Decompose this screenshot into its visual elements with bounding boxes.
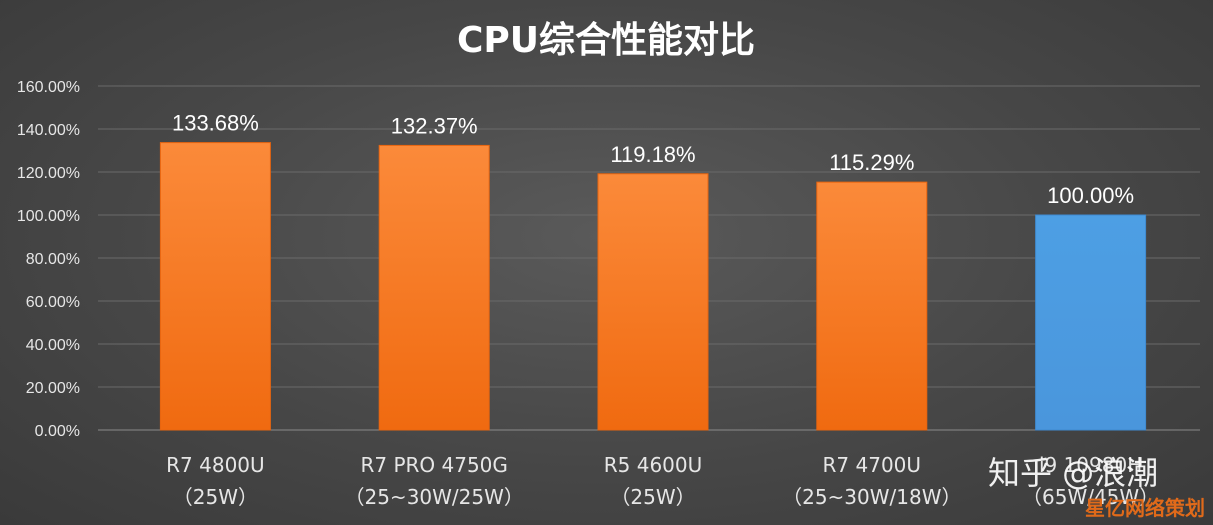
x-axis-categories: R7 4800U （25W） R7 PRO 4750G （25~30W/25W） R5 … bbox=[166, 453, 1159, 509]
data-labels: 133.68% 132.37% 119.18% 115.29% 100.00% bbox=[172, 111, 1134, 208]
category-label: （25W） bbox=[173, 485, 258, 509]
y-tick-label: 60.00% bbox=[26, 294, 80, 311]
category-label: R7 4700U bbox=[823, 453, 922, 477]
y-tick-label: 140.00% bbox=[17, 122, 80, 139]
y-tick-label: 160.00% bbox=[17, 79, 80, 96]
bar bbox=[816, 181, 928, 431]
y-tick-label: 100.00% bbox=[17, 208, 80, 225]
y-axis-ticks: 0.00% 20.00% 40.00% 60.00% 80.00% 100.00% 120.… bbox=[17, 79, 80, 440]
bars bbox=[159, 142, 1147, 431]
chart-title: CPU综合性能对比 bbox=[457, 20, 755, 61]
data-label: 133.68% bbox=[172, 111, 259, 136]
category-label: R7 PRO 4750G bbox=[360, 453, 507, 477]
bar bbox=[378, 144, 490, 431]
y-tick-label: 40.00% bbox=[26, 337, 80, 354]
bar bbox=[1035, 214, 1147, 431]
y-tick-label: 20.00% bbox=[26, 380, 80, 397]
corner-watermark: 星亿网络策划 bbox=[1085, 496, 1205, 520]
category-label: （25~30W/18W） bbox=[782, 485, 961, 509]
category-label: R5 4600U bbox=[604, 453, 703, 477]
watermark-text: 知乎 @浪潮 bbox=[988, 454, 1158, 492]
data-label: 115.29% bbox=[829, 150, 914, 175]
y-tick-label: 120.00% bbox=[17, 165, 80, 182]
y-tick-label: 80.00% bbox=[26, 251, 80, 268]
category-label: （65W/45W） bbox=[1022, 485, 1159, 509]
data-label: 100.00% bbox=[1047, 183, 1134, 208]
category-label: i9 10980H bbox=[1039, 453, 1142, 477]
category-label: R7 4800U bbox=[166, 453, 265, 477]
y-tick-label: 0.00% bbox=[35, 423, 80, 440]
bar bbox=[159, 142, 271, 431]
data-label: 119.18% bbox=[610, 142, 695, 167]
data-label: 132.37% bbox=[391, 113, 478, 138]
bar bbox=[597, 173, 709, 431]
category-label: （25W） bbox=[610, 485, 695, 509]
category-label: （25~30W/25W） bbox=[344, 485, 523, 509]
